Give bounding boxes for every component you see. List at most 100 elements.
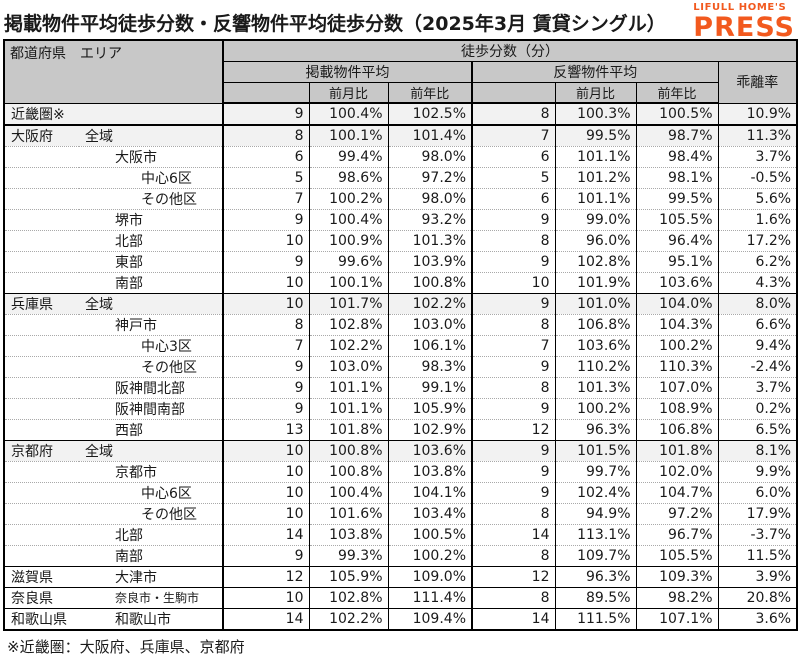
response-avg-cell: 8 [471,544,555,566]
divergence-cell: 1.6% [717,208,798,230]
divergence-cell: 3.7% [717,376,798,398]
divergence-cell: -0.5% [717,166,798,188]
prefecture-cell: 奈良県 [4,586,79,608]
listed-avg-cell: 7 [222,187,309,209]
response-mom-cell: 101.9% [554,271,636,293]
divergence-cell: 17.2% [717,229,798,251]
response-mom-cell: 96.0% [554,229,636,251]
listed-yoy-cell: 103.4% [387,502,472,524]
response-mom-cell: 101.0% [554,292,636,314]
table-row: 南部 9 99.3% 100.2% 8 109.7% 105.5% 11.5% [4,544,798,566]
table-row: 京都市 10 100.8% 103.8% 9 99.7% 102.0% 9.9% [4,460,798,482]
response-yoy-cell: 100.5% [635,103,718,125]
listed-avg-cell: 10 [222,502,309,524]
col-header-divergence-rate: 乖離率 [717,61,798,104]
area-cell: 阪神間南部 [79,397,223,419]
listed-avg-cell: 14 [222,523,309,545]
response-mom-cell: 101.1% [554,145,636,167]
listed-yoy-cell: 102.9% [387,418,472,440]
divergence-cell: 17.9% [717,502,798,524]
response-avg-cell: 9 [471,481,555,503]
response-yoy-cell: 98.4% [635,145,718,167]
divergence-cell: 3.7% [717,145,798,167]
response-avg-cell: 12 [471,418,555,440]
listed-avg-cell: 9 [222,208,309,230]
prefecture-cell: 近畿圏※ [4,103,79,125]
listed-avg-cell: 10 [222,481,309,503]
table-row: その他区 9 103.0% 98.3% 9 110.2% 110.3% -2.4… [4,355,798,377]
response-mom-cell: 94.9% [554,502,636,524]
response-avg-cell: 8 [471,313,555,335]
divergence-cell: 9.4% [717,334,798,356]
listed-avg-cell: 10 [222,229,309,251]
area-cell: 全域 [79,123,223,146]
response-yoy-cell: 109.3% [635,565,718,587]
listed-yoy-cell: 103.6% [387,439,472,461]
prefecture-cell [4,418,79,440]
listed-mom-cell: 100.1% [308,271,388,293]
area-cell: 阪神間北部 [79,376,223,398]
response-mom-cell: 101.5% [554,439,636,461]
response-avg-cell: 8 [471,376,555,398]
listed-yoy-cell: 103.8% [387,460,472,482]
listed-mom-cell: 100.4% [308,103,388,125]
listed-mom-cell: 101.8% [308,418,388,440]
divergence-cell: 11.3% [717,123,798,146]
listed-avg-cell: 8 [222,123,309,146]
col-header-listed-yoy: 前年比 [387,82,473,104]
listed-yoy-cell: 99.1% [387,376,472,398]
footnote: ※近畿圏：大阪府、兵庫県、京都府 [7,637,245,656]
response-avg-cell: 8 [471,103,555,125]
listed-yoy-cell: 98.3% [387,355,472,377]
prefecture-cell: 京都府 [4,439,79,461]
response-mom-cell: 100.2% [554,397,636,419]
response-mom-cell: 109.7% [554,544,636,566]
prefecture-cell: 大阪府 [4,123,79,146]
area-cell: 中心6区 [79,166,223,188]
prefecture-cell [4,502,79,524]
listed-mom-cell: 103.8% [308,523,388,545]
divergence-cell: 6.6% [717,313,798,335]
area-cell: 神戸市 [79,313,223,335]
table-row: 中心6区 10 100.4% 104.1% 9 102.4% 104.7% 6.… [4,481,798,503]
listed-avg-cell: 12 [222,565,309,587]
response-yoy-cell: 103.6% [635,271,718,293]
listed-avg-cell: 14 [222,607,309,630]
response-yoy-cell: 95.1% [635,250,718,272]
divergence-cell: 20.8% [717,586,798,608]
listed-mom-cell: 100.9% [308,229,388,251]
listed-avg-cell: 5 [222,166,309,188]
area-cell: 全域 [79,292,223,314]
area-cell: 大津市 [79,565,223,587]
listed-avg-cell: 9 [222,544,309,566]
prefecture-cell [4,229,79,251]
col-header-pref-area: 都道府県 エリア [3,39,224,104]
top-bar: 掲載物件平均徒歩分数・反響物件平均徒歩分数（2025年3月 賃貸シングル） LI… [3,0,797,42]
listed-mom-cell: 100.1% [308,123,388,146]
listed-yoy-cell: 100.8% [387,271,472,293]
response-yoy-cell: 98.1% [635,166,718,188]
table-row: 大阪市 6 99.4% 98.0% 6 101.1% 98.4% 3.7% [4,145,798,167]
response-yoy-cell: 97.2% [635,502,718,524]
response-mom-cell: 103.6% [554,334,636,356]
col-header-listed-average: 掲載物件平均 [222,61,473,83]
table-row: 南部 10 100.1% 100.8% 10 101.9% 103.6% 4.3… [4,271,798,293]
listed-avg-cell: 6 [222,145,309,167]
page-title: 掲載物件平均徒歩分数・反響物件平均徒歩分数（2025年3月 賃貸シングル） [4,13,666,35]
response-mom-cell: 102.4% [554,481,636,503]
divergence-cell: 11.5% [717,544,798,566]
listed-avg-cell: 13 [222,418,309,440]
table-row: 大阪府 全域 8 100.1% 101.4% 7 99.5% 98.7% 11.… [4,123,798,146]
response-yoy-cell: 101.8% [635,439,718,461]
listed-mom-cell: 101.7% [308,292,388,314]
response-avg-cell: 9 [471,439,555,461]
response-avg-cell: 5 [471,166,555,188]
listed-mom-cell: 100.2% [308,187,388,209]
response-yoy-cell: 105.5% [635,208,718,230]
listed-mom-cell: 101.6% [308,502,388,524]
prefecture-cell [4,355,79,377]
response-avg-cell: 8 [471,502,555,524]
response-mom-cell: 113.1% [554,523,636,545]
listed-yoy-cell: 109.0% [387,565,472,587]
response-mom-cell: 102.8% [554,250,636,272]
